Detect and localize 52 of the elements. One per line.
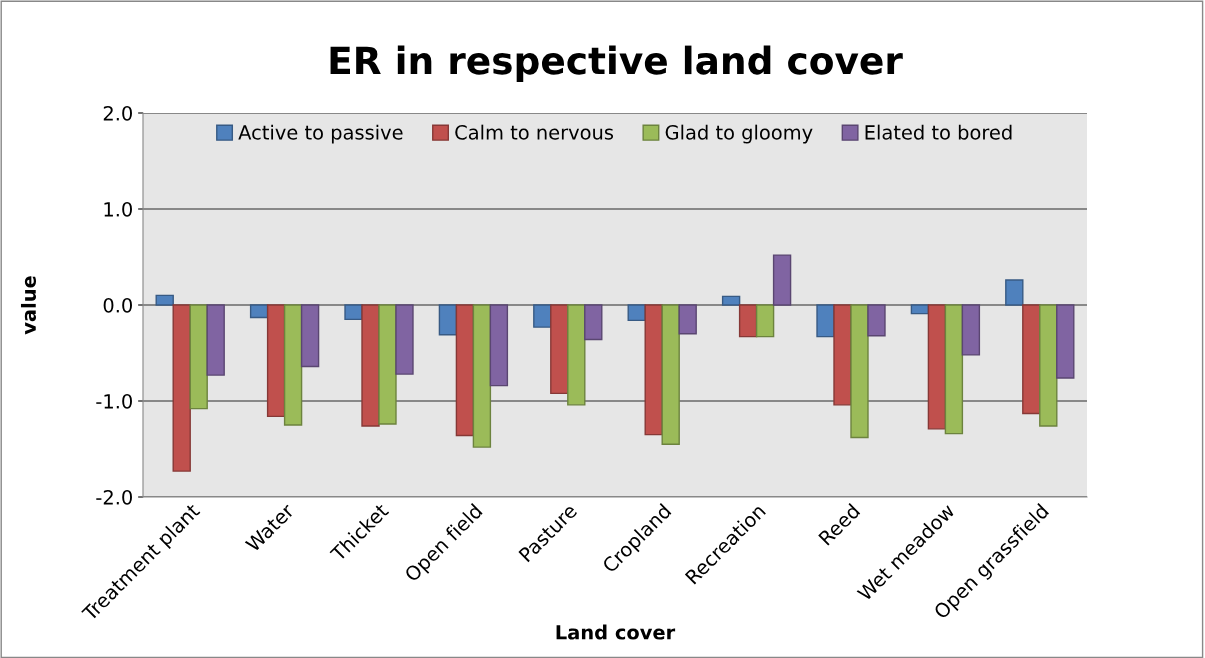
- bar: [550, 304, 569, 395]
- bar: [910, 304, 930, 315]
- bar: [155, 294, 174, 306]
- bar: [249, 304, 269, 319]
- bar: [755, 304, 775, 338]
- bar: [283, 304, 303, 426]
- bar: [395, 304, 414, 375]
- legend-label: Glad to gloomy: [665, 124, 813, 144]
- bar: [172, 304, 191, 472]
- bar: [661, 304, 680, 445]
- bar: [300, 304, 320, 368]
- bar: [644, 304, 663, 436]
- bar: [489, 304, 509, 387]
- bar: [816, 304, 835, 338]
- bar: [206, 304, 225, 376]
- bar: [567, 304, 586, 406]
- legend-label: Calm to nervous: [455, 124, 614, 140]
- y-tick-label: 0.0: [103, 297, 132, 313]
- bar: [533, 304, 552, 328]
- bar: [189, 304, 208, 410]
- bar: [361, 304, 380, 427]
- bar: [1005, 279, 1024, 306]
- y-tick-label: -2.0: [96, 489, 132, 505]
- legend-label: Active to passive: [238, 124, 403, 144]
- bar: [833, 304, 852, 406]
- bar: [867, 304, 886, 337]
- bar: [584, 304, 603, 341]
- bar: [944, 304, 964, 435]
- bar: [927, 304, 947, 430]
- y-tick-label: 2.0: [103, 105, 132, 121]
- bar: [378, 304, 397, 425]
- bar: [627, 304, 646, 322]
- bar: [344, 304, 363, 321]
- y-tick-label: 1.0: [104, 201, 132, 217]
- bar: [438, 304, 458, 336]
- bar: [266, 304, 286, 418]
- bar: [721, 295, 741, 306]
- bar: [738, 304, 758, 338]
- bar: [850, 304, 869, 439]
- bar: [472, 304, 492, 448]
- bar: [1022, 304, 1041, 415]
- bar: [961, 304, 981, 356]
- x-axis-title: Land cover: [556, 624, 676, 640]
- bar: [1039, 304, 1058, 427]
- y-axis-title: value: [20, 276, 37, 335]
- bar: [678, 304, 697, 335]
- chart-title: ER in respective land cover: [330, 45, 903, 82]
- bar: [455, 304, 475, 437]
- y-tick-label: -1.0: [96, 393, 132, 409]
- bar: [1056, 304, 1075, 379]
- legend-label: Elated to bored: [865, 124, 1012, 140]
- bar: [772, 254, 792, 306]
